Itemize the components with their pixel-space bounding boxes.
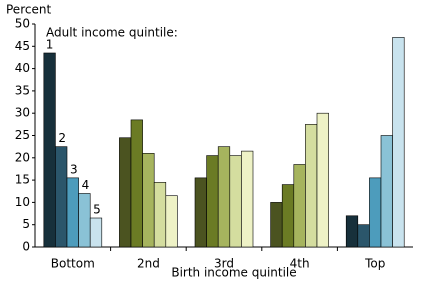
y-tick-label: 0 bbox=[22, 240, 30, 254]
x-tick-label: 2nd bbox=[137, 257, 160, 271]
x-tick-label: Bottom bbox=[51, 257, 95, 271]
bar bbox=[165, 195, 178, 248]
y-tick-label: 45 bbox=[15, 39, 30, 53]
bar bbox=[194, 177, 207, 248]
y-tick-label: 35 bbox=[15, 83, 30, 97]
y-tick-label: 50 bbox=[15, 17, 30, 31]
y-tick-label: 20 bbox=[15, 150, 30, 164]
bar bbox=[43, 52, 56, 248]
series-label: 1 bbox=[46, 37, 54, 51]
bar bbox=[229, 155, 242, 248]
y-tick-label: 40 bbox=[15, 61, 30, 75]
y-axis-label: Percent bbox=[6, 3, 51, 17]
bar bbox=[392, 37, 405, 248]
y-tick-label: 10 bbox=[15, 195, 30, 209]
bar bbox=[316, 112, 329, 248]
bar bbox=[206, 155, 219, 248]
bar bbox=[119, 137, 132, 248]
x-tick-label: 4th bbox=[290, 257, 310, 271]
bar bbox=[142, 153, 155, 248]
bar bbox=[380, 135, 393, 248]
bar bbox=[281, 184, 295, 248]
series-label: 5 bbox=[93, 203, 101, 217]
x-axis-label: Birth income quintile bbox=[171, 266, 296, 280]
bar bbox=[305, 124, 318, 248]
annotation: Adult income quintile: bbox=[46, 26, 178, 40]
bar bbox=[345, 215, 359, 248]
y-tick-label: 25 bbox=[15, 128, 30, 142]
series-label: 4 bbox=[82, 178, 90, 192]
bar bbox=[241, 150, 254, 248]
bar bbox=[66, 177, 79, 248]
series-label: 3 bbox=[70, 162, 78, 176]
bar bbox=[78, 193, 91, 248]
x-tick-label: 3rd bbox=[214, 257, 234, 271]
bar bbox=[217, 146, 231, 248]
y-tick-label: 5 bbox=[22, 217, 30, 231]
bar bbox=[270, 202, 283, 248]
bar bbox=[369, 177, 382, 248]
y-tick-label: 30 bbox=[15, 106, 30, 120]
bar bbox=[89, 217, 103, 248]
bar bbox=[293, 164, 306, 248]
series-label: 2 bbox=[58, 131, 66, 145]
y-tick-label: 15 bbox=[15, 173, 30, 187]
x-tick-label: Top bbox=[364, 257, 385, 271]
bar bbox=[55, 146, 68, 248]
bar bbox=[357, 224, 370, 248]
bar bbox=[153, 182, 167, 248]
bar bbox=[130, 119, 143, 248]
